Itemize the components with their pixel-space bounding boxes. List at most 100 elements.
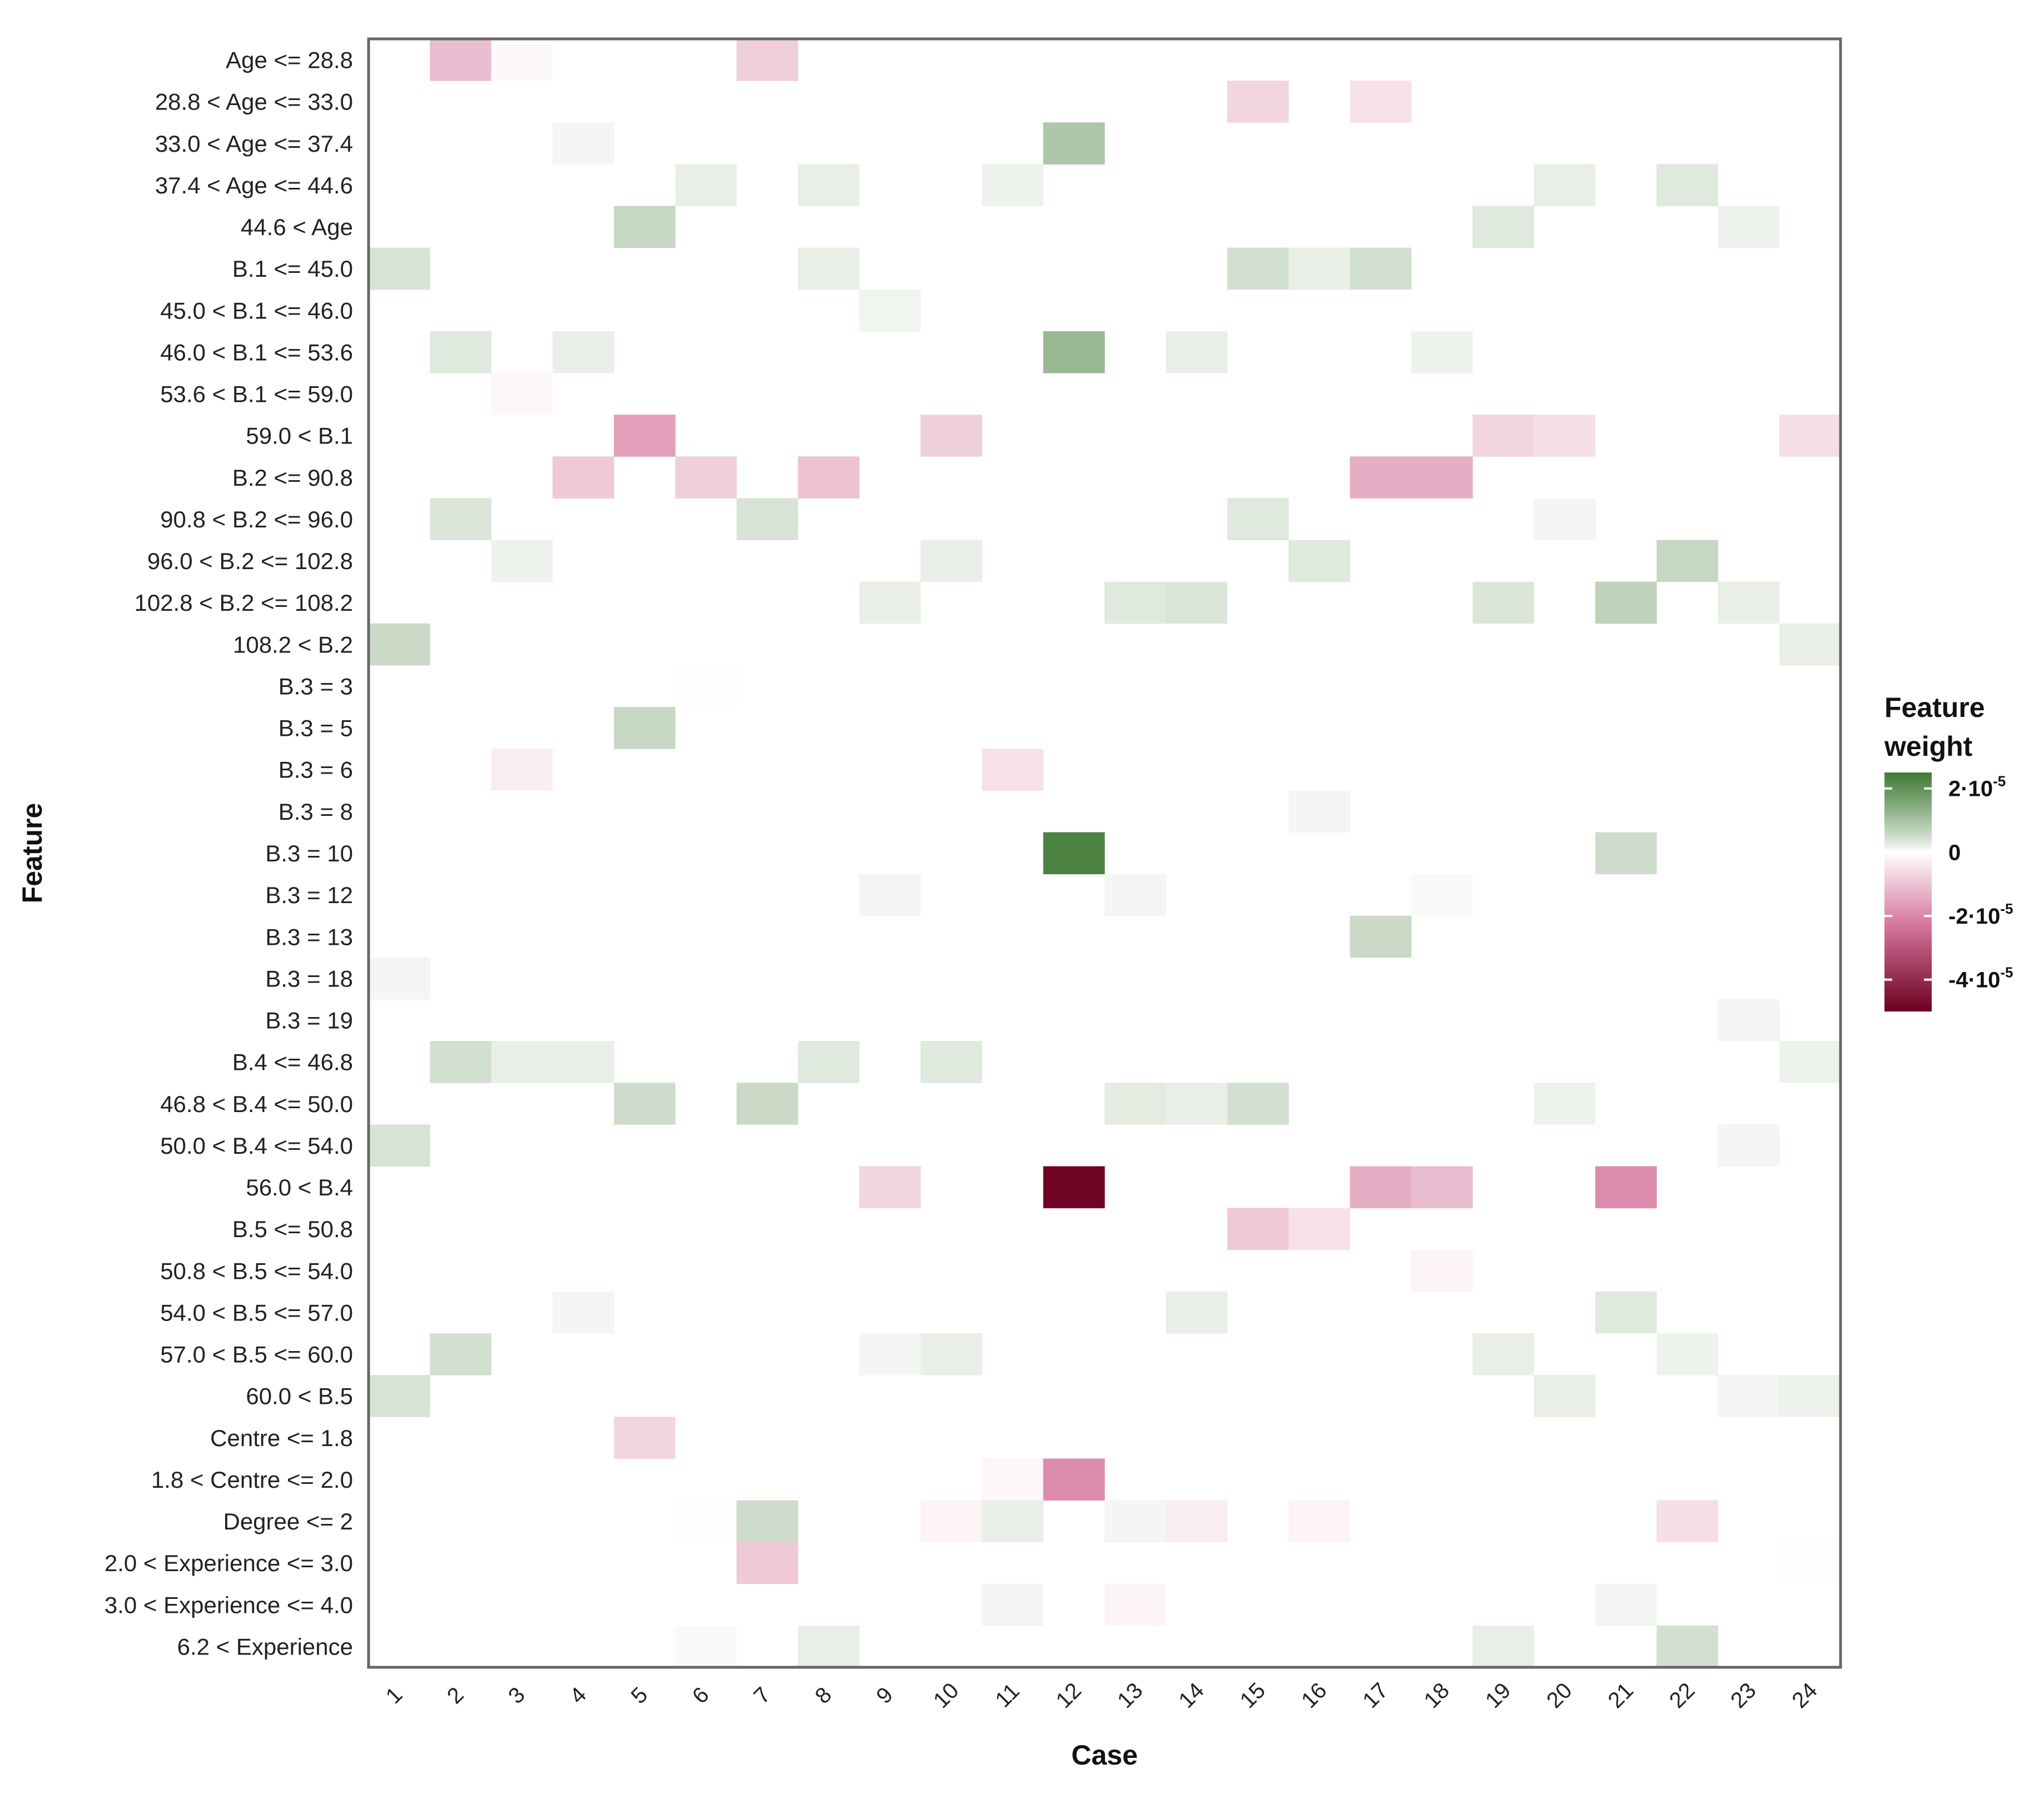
heatmap-cell	[1473, 415, 1534, 457]
heatmap-cell	[1105, 874, 1166, 916]
x-tick-label: 8	[810, 1682, 837, 1708]
heatmap-cell	[553, 331, 614, 373]
heatmap-cell	[982, 164, 1044, 207]
heatmap-cell	[1289, 790, 1350, 833]
y-tick-label: 60.0 < B.5	[246, 1383, 353, 1409]
heatmap-cell	[675, 665, 737, 707]
heatmap-cell	[798, 1041, 860, 1083]
heatmap-cell	[1657, 1500, 1718, 1543]
heatmap-cell	[430, 1333, 492, 1376]
legend-ticks: 2·10-5 0 -2·10-5 -4·10-5	[1884, 773, 2013, 993]
heatmap-cell	[982, 1458, 1044, 1501]
x-tick-label: 1	[381, 1682, 407, 1708]
heatmap-cell	[859, 289, 921, 332]
heatmap-cell	[553, 1041, 614, 1083]
cells-layer	[369, 39, 1841, 1668]
x-tick-label: 10	[929, 1678, 964, 1713]
legend-tick-label: -2·10-5	[1948, 900, 2013, 929]
y-tick-label: Centre <= 1.8	[210, 1425, 353, 1451]
y-tick-label: 3.0 < Experience <= 4.0	[105, 1592, 353, 1618]
heatmap-cell	[737, 39, 798, 81]
heatmap-cell	[614, 415, 676, 457]
heatmap-cell	[1166, 1500, 1228, 1543]
heatmap-cell	[553, 122, 614, 165]
heatmap-cell	[1534, 1375, 1596, 1417]
y-tick-label: 102.8 < B.2 <= 108.2	[134, 590, 353, 616]
heatmap-cell	[491, 540, 553, 582]
x-tick-label: 17	[1358, 1678, 1393, 1713]
heatmap-cell	[1105, 1583, 1166, 1626]
heatmap-cell	[1227, 81, 1289, 123]
heatmap-cell	[1657, 540, 1718, 582]
heatmap-cell	[1105, 1500, 1166, 1543]
heatmap-cell	[1595, 581, 1657, 624]
y-tick-label: B.5 <= 50.8	[232, 1216, 353, 1242]
y-tick-label: B.1 <= 45.0	[232, 256, 353, 282]
y-tick-label: 45.0 < B.1 <= 46.0	[160, 297, 353, 323]
y-tick-label: B.3 = 10	[265, 840, 353, 866]
heatmap-cell	[982, 1500, 1044, 1543]
heatmap-cell	[798, 1625, 860, 1668]
heatmap-cell	[798, 164, 860, 207]
heatmap-cell	[1043, 1166, 1105, 1209]
heatmap-cell	[430, 498, 492, 541]
y-tick-label: 108.2 < B.2	[233, 631, 353, 657]
heatmap-cell	[1473, 206, 1534, 248]
heatmap-cell	[1166, 581, 1228, 624]
y-tick-label: 37.4 < Age <= 44.6	[155, 172, 353, 198]
heatmap-cell	[614, 1083, 676, 1125]
heatmap-cell	[614, 1417, 676, 1459]
legend-color-bar	[1884, 773, 1932, 1011]
y-tick-label: B.3 = 18	[265, 965, 353, 991]
x-axis-title: Case	[1071, 1740, 1138, 1771]
y-tick-label: B.2 <= 90.8	[232, 465, 353, 491]
y-tick-label: 90.8 < B.2 <= 96.0	[160, 506, 353, 532]
heatmap-cell	[1534, 164, 1596, 207]
y-tick-label: 96.0 < B.2 <= 102.8	[147, 548, 353, 574]
heatmap-cell	[798, 247, 860, 290]
y-tick-label: B.4 <= 46.8	[232, 1049, 353, 1075]
x-tick-label: 16	[1297, 1678, 1332, 1713]
heatmap-cell	[1227, 498, 1289, 541]
heatmap-cell	[1350, 247, 1412, 290]
heatmap-cell	[982, 749, 1044, 791]
x-tick-label: 18	[1419, 1678, 1454, 1713]
heatmap-cell	[675, 1500, 737, 1543]
legend-tick-label: 2·10-5	[1948, 773, 2006, 801]
heatmap-cell	[1718, 999, 1780, 1041]
y-tick-label: 33.0 < Age <= 37.4	[155, 131, 353, 157]
legend-tick-label: -4·10-5	[1948, 964, 2013, 993]
heatmap-cell	[430, 331, 492, 373]
heatmap-cell	[491, 39, 553, 81]
y-tick-label: B.3 = 12	[265, 882, 353, 908]
y-tick-label: Age <= 28.8	[226, 47, 353, 73]
heatmap-cell	[1779, 623, 1841, 666]
heatmap-cell	[1718, 1375, 1780, 1417]
heatmap-cell	[1289, 1500, 1350, 1543]
heatmap-cell	[614, 707, 676, 749]
y-tick-label: 1.8 < Centre <= 2.0	[151, 1467, 353, 1493]
heatmap-cell	[1105, 581, 1166, 624]
heatmap-cell	[1534, 415, 1596, 457]
x-tick-label: 9	[872, 1682, 898, 1708]
x-tick-label: 19	[1481, 1678, 1516, 1713]
heatmap-cell	[491, 373, 553, 415]
heatmap-cell	[1657, 1625, 1718, 1668]
x-tick-label: 22	[1665, 1678, 1700, 1713]
heatmap-cell	[1350, 81, 1412, 123]
heatmap-cell	[921, 540, 982, 582]
x-tick-label: 2	[442, 1682, 469, 1708]
heatmap-cell	[859, 1166, 921, 1209]
heatmap-cell	[614, 206, 676, 248]
heatmap-cell	[1595, 832, 1657, 875]
y-tick-label: 57.0 < B.5 <= 60.0	[160, 1342, 353, 1368]
heatmap-cell	[1779, 1375, 1841, 1417]
heatmap-cell	[1779, 415, 1841, 457]
heatmap-cell	[491, 749, 553, 791]
heatmap-cell	[1411, 1166, 1473, 1209]
heatmap-cell	[737, 498, 798, 541]
x-tick-label: 7	[749, 1682, 775, 1708]
y-tick-label: B.3 = 8	[278, 799, 353, 825]
heatmap-cell	[1595, 1583, 1657, 1626]
